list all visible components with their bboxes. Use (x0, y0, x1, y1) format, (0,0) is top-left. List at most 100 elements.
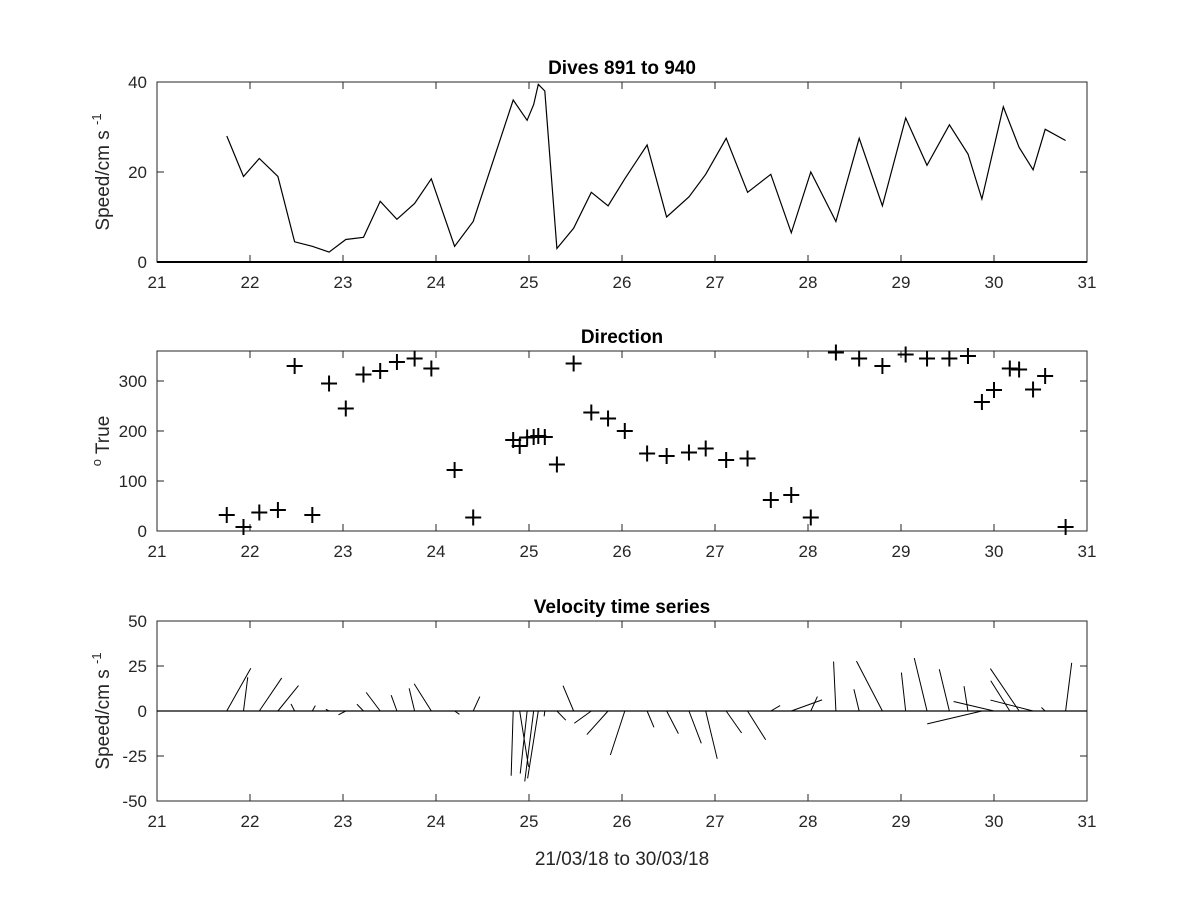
panel2-direction-marker (251, 504, 268, 521)
panel1-xtick-label: 26 (613, 273, 632, 292)
panel2-direction-marker (304, 507, 321, 523)
panel3-xtick-label: 28 (799, 812, 818, 831)
panel2-direction-marker (321, 375, 338, 392)
panel3-velocity-stick (938, 669, 950, 712)
panel3-velocity-stick (856, 660, 883, 712)
panel3-velocity-stick (562, 685, 575, 712)
panel2-direction-marker (802, 509, 819, 526)
panel1-axes-box (156, 81, 1088, 263)
panel3-velocity-stick (791, 699, 823, 712)
panel3-xtick-label: 27 (706, 812, 725, 831)
panel2-direction-marker (511, 438, 528, 454)
panel3-velocity-stick (725, 710, 743, 734)
panel2-direction-marker (959, 348, 976, 364)
panel3-xtick-label: 31 (1078, 812, 1097, 831)
panel2-direction-marker (583, 404, 600, 421)
panel2-direction-marker (337, 400, 354, 417)
panel2-direction-marker (680, 444, 697, 461)
panel1-ytick-label: 0 (138, 253, 147, 272)
panel2-direction-marker (783, 487, 800, 503)
panel3-velocity-stick (574, 710, 592, 724)
panel3-xtick-label: 21 (148, 812, 167, 831)
panel3-xlabel: 21/03/18 to 30/03/18 (535, 849, 709, 870)
panel3-velocity-stick (990, 680, 1011, 712)
panel3-velocity-stick (408, 688, 416, 712)
panel2-ylabel: o True (89, 416, 114, 467)
panel1-xtick-label: 27 (706, 273, 725, 292)
panel3-velocity-stick (705, 710, 718, 759)
panel3-velocity-stick (810, 696, 818, 712)
panel2-direction-marker (973, 394, 990, 410)
panel3-velocity-stick (338, 710, 347, 716)
panel3-velocity-stick (413, 683, 432, 712)
panel3-velocity-stick (747, 710, 767, 741)
panel2-direction-marker (1037, 368, 1054, 384)
panel3-velocity-stick (666, 710, 679, 734)
panel2-direction-marker (697, 440, 714, 457)
panel2-xtick-label: 23 (334, 542, 353, 561)
panel2-xtick-label: 30 (985, 542, 1004, 561)
panel2-direction-marker (600, 410, 617, 427)
panel2-direction-marker (446, 462, 463, 478)
panel3-velocity-stick (1041, 707, 1046, 712)
panel3-xtick-label: 25 (520, 812, 539, 831)
panel3-velocity-stick (900, 672, 907, 712)
panel3-ytick-label: -50 (122, 792, 147, 811)
panel2-axes-box (156, 350, 1088, 532)
panel2-direction-marker (874, 358, 891, 374)
panel2-xtick-label: 25 (520, 542, 539, 561)
panel3-velocity-stick (646, 710, 655, 728)
panel3-xtick-label: 29 (892, 812, 911, 831)
panel2-ytick-label: 0 (138, 522, 147, 541)
panel3-title: Velocity time series (534, 597, 710, 618)
panel3-velocity-stick (325, 708, 330, 712)
panel3-velocity-stick (258, 677, 283, 712)
panel3-xtick-label: 30 (985, 812, 1004, 831)
panel2-direction-marker (388, 354, 405, 370)
panel1-ytick-label: 20 (128, 163, 147, 182)
panel2-xtick-label: 22 (241, 542, 260, 561)
panel2-direction-marker (762, 492, 779, 508)
panel2-direction-marker (372, 363, 389, 379)
panel3-velocity-stick (524, 710, 535, 782)
panel3-velocity-stick (356, 703, 364, 712)
panel2-ytick-label: 300 (119, 372, 147, 391)
panel2-direction-marker (423, 360, 440, 377)
panel2-xtick-label: 24 (427, 542, 446, 561)
panel2-ytick-label: 100 (119, 472, 147, 491)
panel2-xtick-label: 27 (706, 542, 725, 561)
panel2-direction-marker (286, 358, 303, 374)
panel3-velocity-stick (927, 710, 983, 725)
panel3-ylabel: Speed/cm s -1 (89, 652, 114, 769)
panel1-xtick-label: 23 (334, 273, 353, 292)
panel2-direction-marker (235, 519, 252, 535)
panel1-xtick-label: 29 (892, 273, 911, 292)
panel1-xtick-label: 21 (148, 273, 167, 292)
panel2-xtick-label: 31 (1078, 542, 1097, 561)
panel3-velocity-stick (290, 703, 296, 712)
panel2-direction-marker (565, 355, 582, 372)
panel2-direction-marker (218, 507, 235, 523)
panel2-direction-marker (1057, 519, 1074, 535)
panel2-direction-marker (739, 450, 756, 467)
panel2-direction-marker (269, 502, 286, 518)
panel2-xtick-label: 21 (148, 542, 167, 561)
panel1-xtick-label: 25 (520, 273, 539, 292)
panel1-xtick-label: 28 (799, 273, 818, 292)
panel3-xtick-label: 24 (427, 812, 446, 831)
panel3-ytick-label: -25 (122, 747, 147, 766)
panel1-xtick-label: 31 (1078, 273, 1097, 292)
panel3-velocity-stick (833, 661, 837, 712)
panel2-direction-marker (548, 456, 565, 473)
panel3-velocity-stick (543, 710, 546, 717)
panel2-direction-marker (919, 350, 936, 367)
panel2-direction-marker (536, 429, 553, 445)
panel3-velocity-stick (277, 685, 299, 712)
panel3-velocity-stick (311, 705, 316, 712)
panel2-direction-marker (718, 452, 735, 468)
panel3-velocity-stick (365, 692, 381, 712)
panel2-direction-marker (658, 448, 675, 464)
panel3-velocity-stick (770, 705, 781, 712)
panel3-velocity-stick (390, 694, 398, 712)
